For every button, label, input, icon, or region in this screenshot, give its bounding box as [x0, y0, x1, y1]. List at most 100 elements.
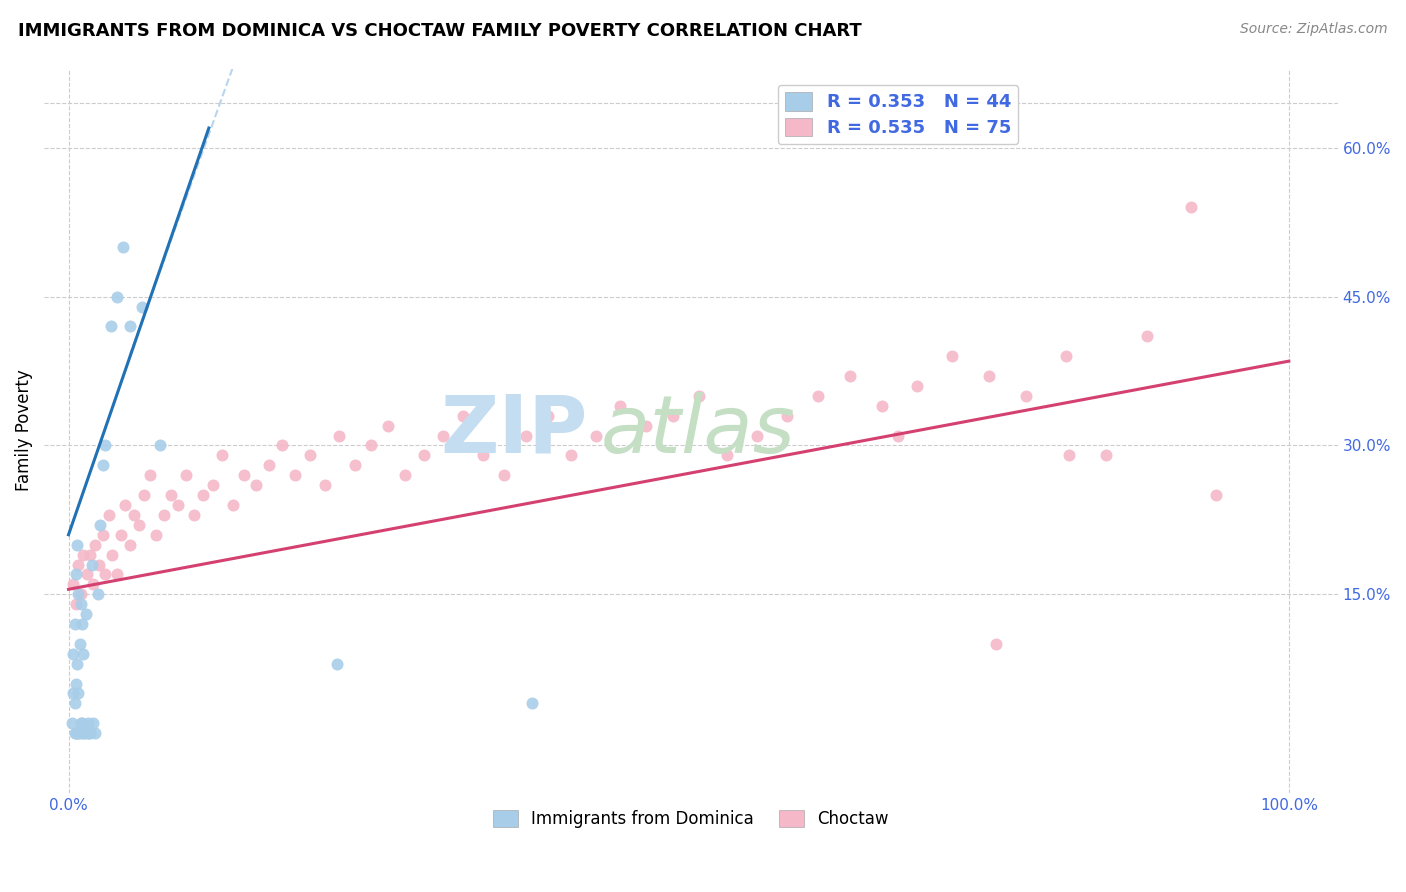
Point [152, 508, 174, 522]
Point [87, 587, 110, 601]
Point [114, 498, 136, 512]
Point [634, 418, 657, 433]
Point [360, 438, 382, 452]
Point [451, 409, 474, 423]
Point [65, 726, 87, 740]
Point [77, 716, 100, 731]
Point [183, 508, 205, 522]
Point [77, 726, 100, 740]
Point [80, 558, 103, 572]
Point [70, 617, 93, 632]
Point [609, 399, 631, 413]
Point [160, 488, 183, 502]
Point [412, 449, 434, 463]
Text: ZIP: ZIP [440, 392, 588, 469]
Point [145, 527, 167, 541]
Point [67, 558, 90, 572]
Point [661, 409, 683, 423]
Point [82, 716, 104, 731]
Point [1094, 449, 1116, 463]
Point [89, 517, 111, 532]
Point [977, 369, 1000, 384]
Point [67, 726, 90, 740]
Point [299, 449, 322, 463]
Point [69, 726, 91, 740]
Point [62, 577, 84, 591]
Point [94, 438, 117, 452]
Point [105, 290, 128, 304]
Point [65, 597, 87, 611]
Y-axis label: Family Poverty: Family Poverty [15, 369, 32, 491]
Point [63, 617, 86, 632]
Point [807, 389, 830, 403]
Point [472, 449, 495, 463]
Point [941, 349, 963, 363]
Point [245, 478, 267, 492]
Point [79, 548, 101, 562]
Point [128, 517, 150, 532]
Point [1205, 488, 1227, 502]
Point [72, 647, 94, 661]
Point [149, 438, 172, 452]
Point [905, 379, 928, 393]
Point [75, 607, 97, 621]
Point [887, 428, 910, 442]
Point [211, 449, 233, 463]
Point [515, 428, 537, 442]
Point [69, 637, 91, 651]
Point [314, 478, 336, 492]
Point [91, 458, 114, 473]
Point [69, 716, 91, 731]
Point [66, 726, 89, 740]
Point [70, 716, 93, 731]
Point [110, 527, 132, 541]
Point [560, 449, 582, 463]
Text: IMMIGRANTS FROM DOMINICA VS CHOCTAW FAMILY POVERTY CORRELATION CHART: IMMIGRANTS FROM DOMINICA VS CHOCTAW FAMI… [18, 22, 862, 40]
Point [124, 508, 146, 522]
Point [69, 587, 91, 601]
Legend: Immigrants from Dominica, Choctaw: Immigrants from Dominica, Choctaw [486, 804, 896, 835]
Point [167, 498, 190, 512]
Point [66, 657, 89, 671]
Point [716, 449, 738, 463]
Point [118, 319, 141, 334]
Point [344, 458, 367, 473]
Point [1015, 389, 1038, 403]
Point [101, 548, 124, 562]
Point [67, 686, 90, 700]
Point [62, 647, 84, 661]
Point [65, 567, 87, 582]
Point [201, 478, 224, 492]
Point [984, 637, 1007, 651]
Point [139, 468, 162, 483]
Point [112, 240, 135, 254]
Point [377, 418, 399, 433]
Point [87, 558, 110, 572]
Point [1054, 349, 1077, 363]
Point [67, 587, 90, 601]
Point [688, 389, 710, 403]
Point [63, 726, 86, 740]
Point [872, 399, 894, 413]
Point [79, 726, 101, 740]
Point [284, 468, 307, 483]
Point [326, 657, 349, 671]
Point [72, 726, 94, 740]
Point [432, 428, 454, 442]
Point [100, 319, 122, 334]
Text: atlas: atlas [600, 392, 794, 469]
Point [191, 488, 214, 502]
Point [1136, 329, 1159, 343]
Point [222, 498, 245, 512]
Point [585, 428, 607, 442]
Point [174, 468, 197, 483]
Point [97, 508, 120, 522]
Point [134, 488, 156, 502]
Point [84, 538, 107, 552]
Point [233, 468, 256, 483]
Point [94, 567, 117, 582]
Point [65, 676, 87, 690]
Point [73, 726, 96, 740]
Point [91, 527, 114, 541]
Point [257, 458, 280, 473]
